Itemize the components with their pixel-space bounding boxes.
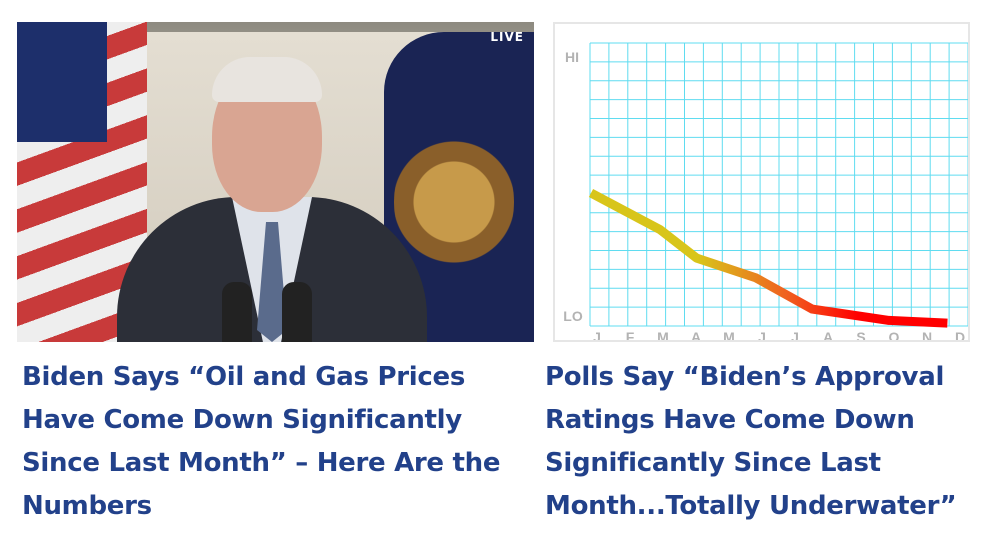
- microphone: [222, 282, 252, 342]
- live-badge: LIVE: [490, 30, 524, 44]
- x-tick-label: M: [723, 329, 735, 340]
- approval-chart[interactable]: HI LO J F M A M J J A S O N D: [553, 22, 970, 345]
- presidential-seal: [394, 122, 514, 282]
- article-headline[interactable]: Biden Says “Oil and Gas Prices Have Come…: [22, 362, 501, 521]
- article-card-oil-gas[interactable]: LIVE Biden Says “Oil and Gas Prices Have…: [17, 22, 534, 528]
- x-tick-label: S: [856, 329, 865, 340]
- x-tick-label: M: [657, 329, 669, 340]
- flag-stars: [17, 22, 107, 142]
- x-tick-label: A: [823, 329, 833, 340]
- y-label-lo: LO: [563, 308, 583, 324]
- x-tick-label: F: [626, 329, 635, 340]
- article-photo[interactable]: LIVE: [17, 22, 534, 342]
- microphone: [282, 282, 312, 342]
- chart-svg: HI LO J F M A M J J A S O N D: [563, 42, 969, 345]
- x-tick-label: J: [758, 329, 766, 340]
- approval-line: [588, 189, 948, 328]
- article-card-polls[interactable]: HI LO J F M A M J J A S O N D Polls Say “Biden’s Appr…: [545, 22, 985, 528]
- x-tick-label: N: [922, 329, 932, 340]
- x-tick-label: J: [791, 329, 799, 340]
- speaker-hair: [212, 57, 322, 102]
- article-headline[interactable]: Polls Say “Biden’s Approval Ratings Have…: [545, 362, 957, 521]
- x-tick-label: O: [889, 329, 900, 340]
- y-label-hi: HI: [565, 49, 579, 65]
- x-tick-label: J: [593, 329, 601, 340]
- x-tick-label: A: [691, 329, 701, 340]
- x-tick-label: D: [955, 329, 965, 340]
